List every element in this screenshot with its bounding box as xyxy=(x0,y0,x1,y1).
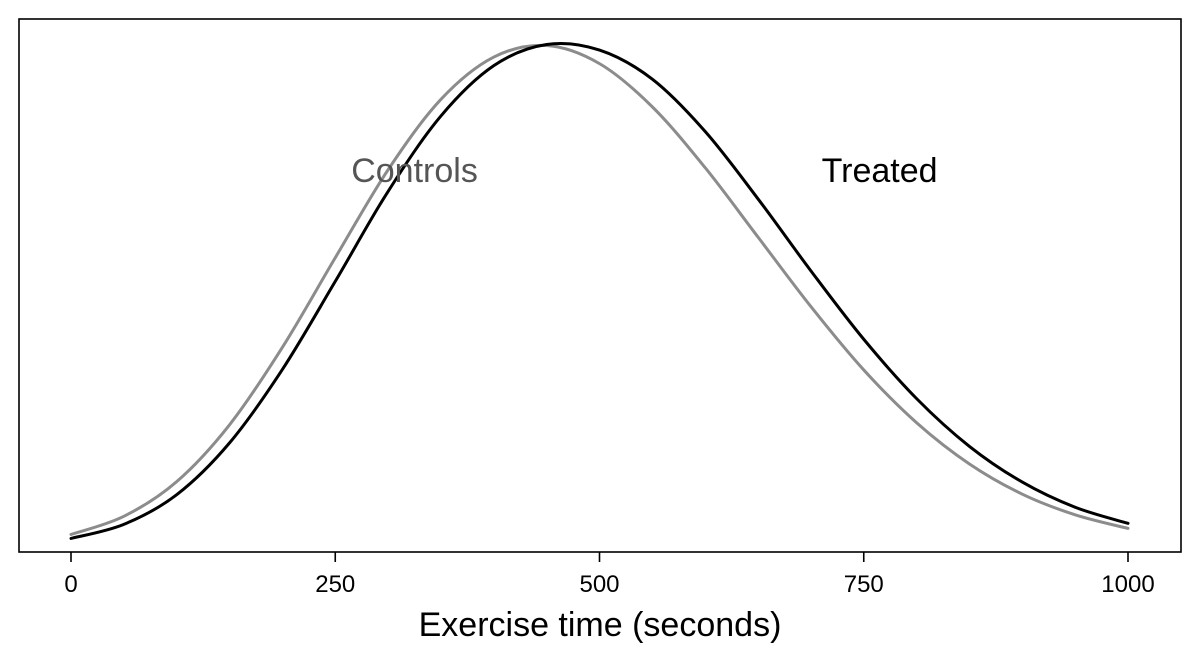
x-tick-label: 500 xyxy=(579,571,619,598)
series-labels-layer: Controls Treated xyxy=(351,152,937,190)
x-tick-label: 750 xyxy=(844,571,884,598)
series-label-controls: Controls xyxy=(351,152,478,190)
series-line-treated xyxy=(69,41,1130,540)
series-label-treated: Treated xyxy=(822,152,938,190)
x-tick-label: 0 xyxy=(64,571,77,598)
x-tick-label: 250 xyxy=(315,571,355,598)
x-axis-ticks: 0 250 500 750 1000 xyxy=(64,552,1155,598)
curves-layer xyxy=(69,41,1130,540)
x-tick-label: 1000 xyxy=(1101,571,1154,598)
x-axis-title: Exercise time (seconds) xyxy=(419,606,782,644)
series-line-controls xyxy=(69,43,1130,536)
